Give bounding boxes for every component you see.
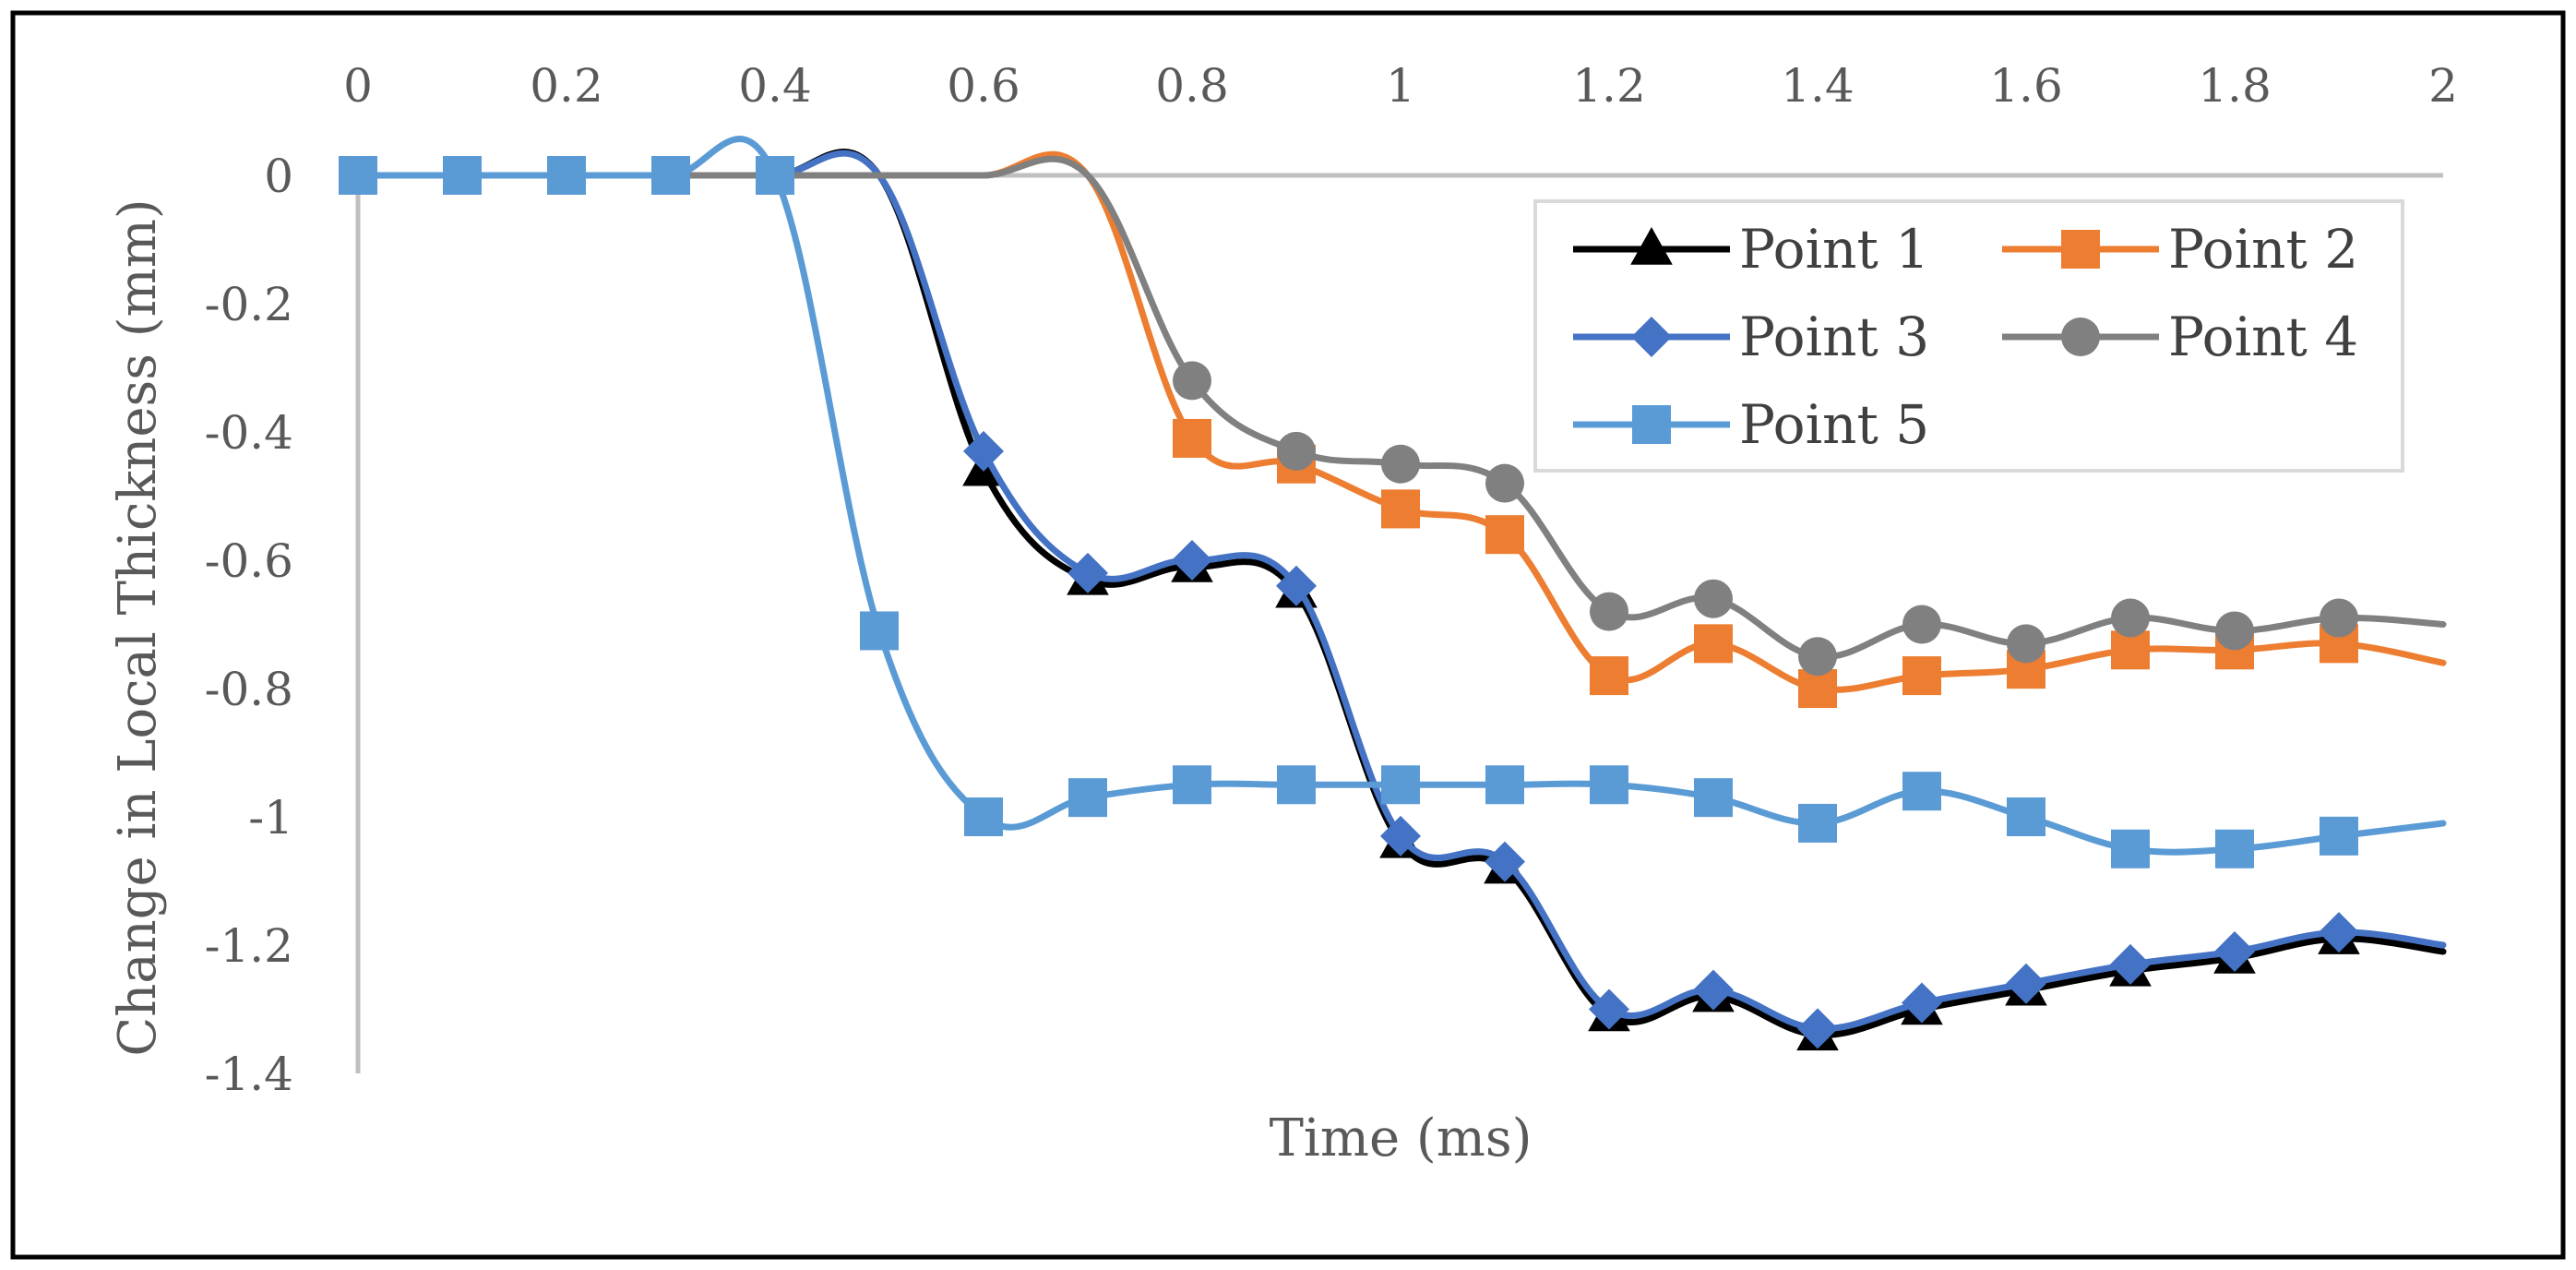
x-tick-label: 1: [1386, 59, 1415, 113]
data-point-point-3: [1276, 565, 1317, 606]
series-group: [339, 136, 2447, 1051]
data-point-point-5: [651, 156, 690, 195]
y-tick-label: -1: [248, 791, 293, 845]
x-tick-label: 0.4: [738, 59, 812, 113]
legend-item-point-3: Point 3: [1573, 306, 1929, 368]
data-point-point-5: [339, 156, 377, 195]
data-point-point-5: [443, 156, 482, 195]
data-point-point-5: [756, 156, 794, 195]
data-point-point-3: [1797, 1008, 1838, 1049]
data-point-point-3: [2319, 912, 2359, 953]
data-point-point-4: [1277, 431, 1316, 471]
data-point-point-4: [2111, 598, 2150, 638]
x-tick-label: 0.8: [1155, 59, 1229, 113]
data-point-point-4: [1902, 605, 1941, 644]
data-point-point-5: [547, 156, 586, 195]
legend-label-point-2: Point 2: [2168, 218, 2358, 281]
data-point-point-3: [963, 430, 1004, 472]
legend: Point 1 Point 2 Point 3 Point 4 Point 5: [1533, 199, 2404, 473]
data-point-point-3: [1067, 552, 1108, 593]
data-point-point-3: [1485, 841, 1525, 882]
data-point-point-4: [2320, 598, 2358, 638]
legend-marker-point-4: [2061, 318, 2100, 356]
data-point-point-2: [1173, 418, 1211, 458]
data-point-point-3: [2214, 930, 2255, 972]
legend-label-point-3: Point 3: [1739, 306, 1929, 368]
legend-marker-point-5: [1632, 405, 1671, 444]
x-tick-label: 2: [2428, 59, 2458, 113]
data-point-point-2: [1902, 656, 1941, 696]
data-point-point-4: [1381, 444, 1420, 484]
data-point-point-2: [1694, 624, 1733, 664]
data-point-point-5: [860, 611, 899, 651]
legend-item-point-4: Point 4: [2002, 306, 2358, 368]
data-point-point-5: [1381, 765, 1420, 805]
data-point-point-4: [2007, 624, 2045, 664]
x-tick-label: 1.4: [1781, 59, 1854, 113]
x-tick-label: 1.2: [1572, 59, 1646, 113]
data-point-point-3: [1693, 969, 1734, 1011]
legend-marker-point-2: [2061, 230, 2100, 269]
data-point-point-4: [1694, 579, 1733, 618]
data-point-point-3: [1902, 982, 1942, 1024]
data-point-point-5: [1590, 765, 1628, 805]
y-tick-label: -0.2: [205, 278, 293, 331]
legend-item-point-2: Point 2: [2002, 218, 2358, 281]
data-point-point-3: [2006, 963, 2046, 1004]
data-point-point-4: [1798, 637, 1837, 677]
x-tick-label: 1.6: [1989, 59, 2063, 113]
data-point-point-4: [1173, 361, 1211, 401]
data-point-point-5: [1798, 803, 1837, 843]
y-tick-label: -0.8: [205, 663, 293, 716]
series-point-4: [354, 155, 2447, 677]
x-tick-label: 0: [343, 59, 373, 113]
y-tick-label: -1.2: [205, 919, 293, 973]
y-axis-title: Change in Local Thickness (mm): [108, 198, 168, 1056]
series-point-5: [339, 136, 2447, 869]
y-tick-label: 0: [264, 150, 293, 203]
data-point-point-2: [1381, 489, 1420, 529]
data-point-point-4: [1485, 463, 1524, 503]
data-point-point-5: [1485, 765, 1524, 805]
data-point-point-3: [1380, 815, 1421, 857]
legend-marker-point-1: [1630, 227, 1673, 265]
y-tick-label: -0.6: [205, 534, 293, 588]
data-point-point-3: [1172, 540, 1212, 581]
x-tick-label: 1.8: [2198, 59, 2272, 113]
legend-label-point-4: Point 4: [2168, 306, 2358, 368]
x-tick-label: 0.2: [530, 59, 603, 113]
data-point-point-3: [1589, 988, 1629, 1030]
data-point-point-5: [964, 797, 1003, 836]
data-point-point-5: [1173, 765, 1211, 805]
data-point-point-3: [2110, 943, 2151, 985]
data-point-point-4: [1590, 592, 1628, 631]
data-point-point-4: [2215, 611, 2254, 651]
data-point-point-5: [1277, 765, 1316, 805]
data-point-point-2: [1485, 515, 1524, 555]
legend-label-point-1: Point 1: [1739, 218, 1929, 281]
data-point-point-5: [2215, 829, 2254, 869]
x-axis-title: Time (ms): [1270, 1108, 1532, 1168]
legend-label-point-5: Point 5: [1739, 393, 1929, 456]
data-point-point-5: [1902, 772, 1941, 811]
y-tick-label: -0.4: [205, 406, 293, 460]
data-point-point-2: [1590, 656, 1628, 696]
legend-item-point-5: Point 5: [1573, 393, 1929, 456]
legend-item-point-1: Point 1: [1573, 218, 1929, 281]
data-point-point-5: [1068, 778, 1107, 818]
data-point-point-5: [1694, 778, 1733, 818]
legend-marker-point-3: [1631, 317, 1672, 357]
y-tick-label: -1.4: [205, 1048, 293, 1101]
data-point-point-5: [2007, 797, 2045, 836]
x-tick-label: 0.6: [947, 59, 1020, 113]
data-point-point-5: [2320, 816, 2358, 856]
data-point-point-5: [2111, 829, 2150, 869]
